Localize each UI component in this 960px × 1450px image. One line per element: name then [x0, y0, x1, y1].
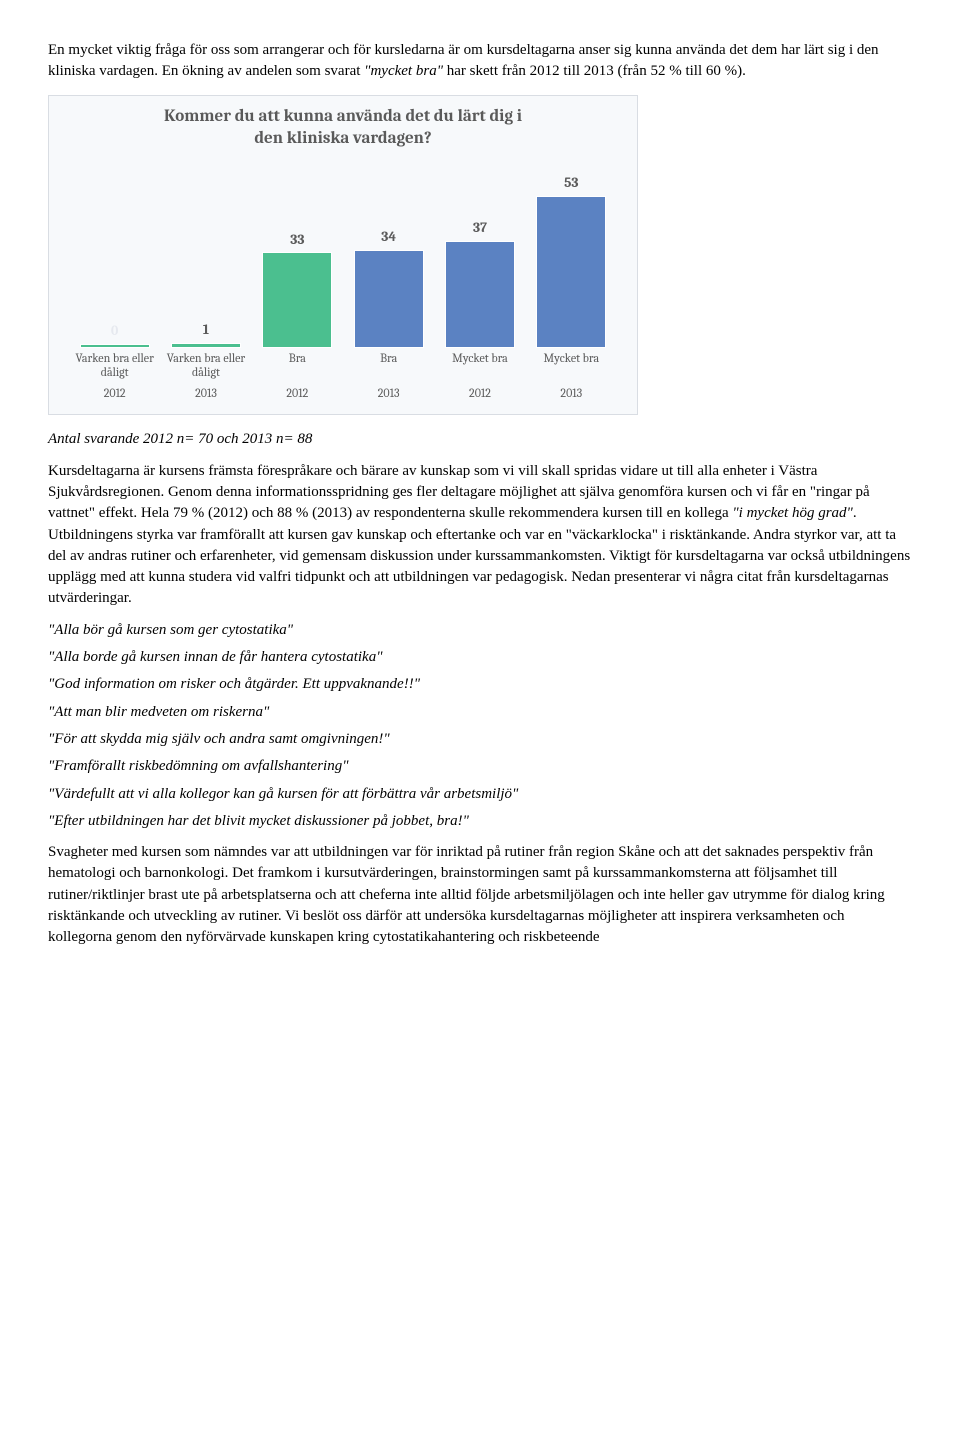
chart-title-line1: Kommer du att kunna använda det du lärt … [164, 107, 522, 126]
chart-bar: 33 [252, 168, 343, 348]
chart-title: Kommer du att kunna använda det du lärt … [63, 106, 623, 150]
bar-value-label: 33 [290, 230, 304, 250]
bar-rect [445, 241, 515, 348]
bar-rect [171, 343, 241, 348]
bar-category-label: Bra [343, 352, 434, 380]
intro-italic-1: "mycket bra" [364, 63, 443, 79]
intro-paragraph: En mycket viktig fråga för oss som arran… [48, 40, 912, 83]
bar-category-label: Mycket bra [434, 352, 525, 380]
body-paragraph: Kursdeltagarna är kursens främsta föresp… [48, 461, 912, 610]
quotes-list: "Alla bör gå kursen som ger cytostatika"… [48, 620, 912, 832]
bar-year-label: 2012 [434, 385, 525, 402]
quote-line: "Värdefullt att vi alla kollegor kan gå … [48, 784, 912, 805]
bar-rect [354, 250, 424, 348]
bar-value-label: 1 [203, 320, 209, 340]
chart-bar: 0 [69, 168, 160, 348]
quote-line: "Att man blir medveten om riskerna" [48, 702, 912, 723]
bar-value-label: 0 [111, 321, 118, 341]
quote-line: "Efter utbildningen har det blivit mycke… [48, 811, 912, 832]
bar-year-label: 2013 [160, 385, 251, 402]
bar-year-label: 2013 [343, 385, 434, 402]
bar-category-label: Varken bra eller dåligt [160, 352, 251, 380]
chart-category-labels: Varken bra eller dåligtVarken bra eller … [63, 348, 623, 382]
bar-year-label: 2013 [526, 385, 617, 402]
chart-year-labels: 201220132012201320122013 [63, 381, 623, 408]
intro-text-2: har skett från 2012 till 2013 (från 52 %… [443, 63, 746, 79]
quote-line: "För att skydda mig själv och andra samt… [48, 729, 912, 750]
bar-value-label: 34 [381, 227, 396, 247]
bar-value-label: 53 [564, 173, 578, 193]
chart-bar: 37 [434, 168, 525, 348]
bar-year-label: 2012 [69, 385, 160, 402]
chart-bar: 1 [160, 168, 251, 348]
bar-category-label: Varken bra eller dåligt [69, 352, 160, 380]
bar-year-label: 2012 [252, 385, 343, 402]
quote-line: "Alla bör gå kursen som ger cytostatika" [48, 620, 912, 641]
body-italic-1: "i mycket hög grad" [732, 505, 852, 521]
bar-category-label: Bra [252, 352, 343, 380]
bar-rect [536, 196, 606, 348]
quote-line: "Alla borde gå kursen innan de får hante… [48, 647, 912, 668]
chart-bar: 34 [343, 168, 434, 348]
quote-line: "God information om risker och åtgärder.… [48, 674, 912, 695]
chart-title-line2: den kliniska vardagen? [254, 129, 431, 148]
last-paragraph: Svagheter med kursen som nämndes var att… [48, 842, 912, 948]
bar-rect [80, 344, 150, 348]
bar-rect [262, 252, 332, 347]
chart-bars-area: 0 1 33 34 37 53 [63, 168, 623, 348]
chart-caption: Antal svarande 2012 n= 70 och 2013 n= 88 [48, 429, 912, 450]
bar-category-label: Mycket bra [526, 352, 617, 380]
chart-container: Kommer du att kunna använda det du lärt … [48, 95, 638, 416]
quote-line: "Framförallt riskbedömning om avfallshan… [48, 756, 912, 777]
bar-value-label: 37 [473, 218, 487, 238]
chart-bar: 53 [526, 168, 617, 348]
